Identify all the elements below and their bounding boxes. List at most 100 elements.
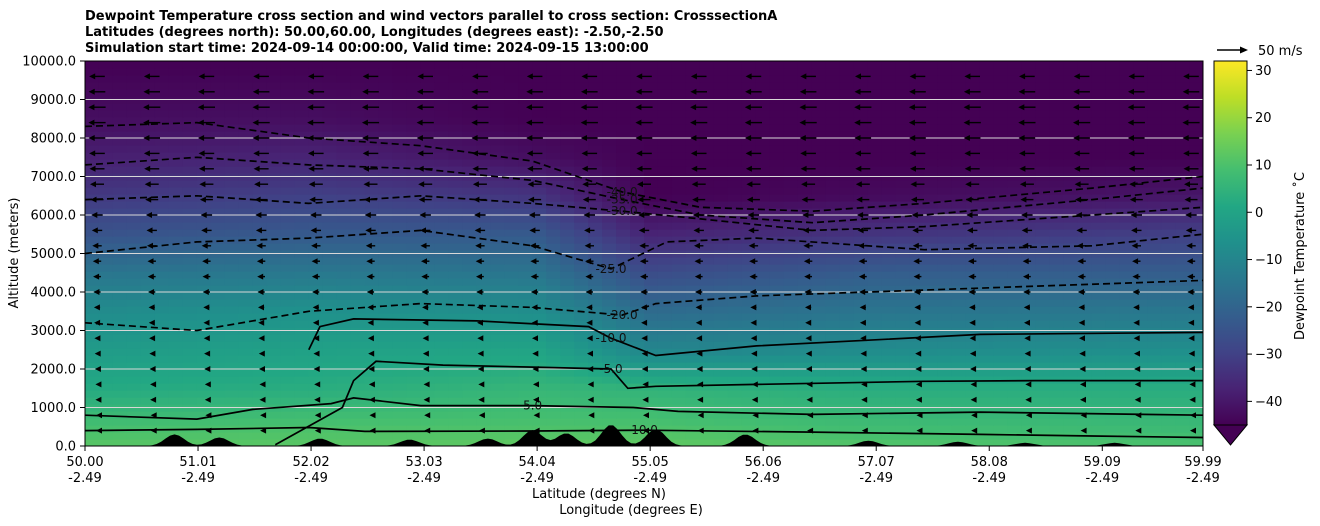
dewpoint-cell xyxy=(280,390,296,398)
dewpoint-cell xyxy=(867,348,883,356)
dewpoint-cell xyxy=(713,215,729,223)
dewpoint-cell xyxy=(671,299,687,307)
dewpoint-cell xyxy=(895,362,911,370)
dewpoint-cell xyxy=(308,236,324,244)
dewpoint-cell xyxy=(657,229,673,237)
dewpoint-cell xyxy=(182,159,198,167)
dewpoint-cell xyxy=(811,124,827,132)
dewpoint-cell xyxy=(308,292,324,300)
dewpoint-cell xyxy=(881,439,897,446)
dewpoint-cell xyxy=(574,355,589,363)
dewpoint-cell xyxy=(378,215,394,223)
dewpoint-cell xyxy=(238,243,254,251)
dewpoint-cell xyxy=(853,187,869,195)
dewpoint-cell xyxy=(713,103,729,111)
wind-vector-head xyxy=(478,396,485,403)
dewpoint-cell xyxy=(126,341,142,349)
wind-vector-head xyxy=(423,381,430,388)
dewpoint-cell xyxy=(406,348,421,356)
dewpoint-cell xyxy=(644,397,659,405)
dewpoint-cell xyxy=(476,145,491,153)
dewpoint-cell xyxy=(336,222,352,230)
dewpoint-cell xyxy=(867,285,883,293)
dewpoint-cell xyxy=(336,152,352,160)
wind-vector-head xyxy=(257,289,264,295)
dewpoint-cell xyxy=(364,439,380,446)
dewpoint-cell xyxy=(1105,103,1120,111)
dewpoint-cell xyxy=(560,187,575,195)
dewpoint-cell xyxy=(462,390,477,398)
dewpoint-cell xyxy=(140,341,156,349)
dewpoint-cell xyxy=(588,341,603,349)
dewpoint-cell xyxy=(1091,82,1106,90)
dewpoint-cell xyxy=(560,320,575,328)
dewpoint-cell xyxy=(504,208,519,216)
dewpoint-cell xyxy=(462,292,477,300)
dewpoint-cell xyxy=(1077,75,1092,83)
dewpoint-cell xyxy=(1077,208,1092,216)
dewpoint-cell xyxy=(224,152,240,160)
dewpoint-cell xyxy=(1049,369,1064,377)
dewpoint-cell xyxy=(1175,110,1190,118)
dewpoint-cell xyxy=(923,383,939,391)
dewpoint-cell xyxy=(657,425,673,433)
dewpoint-cell xyxy=(1063,82,1078,90)
dewpoint-cell xyxy=(1147,166,1162,174)
dewpoint-cell xyxy=(881,355,897,363)
wind-vector-head xyxy=(1187,304,1194,311)
dewpoint-cell xyxy=(406,159,421,167)
dewpoint-cell xyxy=(825,208,841,216)
dewpoint-cell xyxy=(867,432,883,440)
dewpoint-cell xyxy=(546,334,561,342)
dewpoint-cell xyxy=(797,75,813,83)
dewpoint-cell xyxy=(140,411,156,419)
dewpoint-cell xyxy=(1007,89,1022,97)
wind-vector-head xyxy=(203,335,210,342)
dewpoint-cell xyxy=(1147,257,1162,265)
dewpoint-cell xyxy=(825,369,841,377)
dewpoint-cell xyxy=(699,418,715,426)
dewpoint-cell xyxy=(727,369,743,377)
wind-vector-head xyxy=(421,289,428,295)
dewpoint-cell xyxy=(350,355,366,363)
dewpoint-cell xyxy=(406,124,421,132)
dewpoint-cell xyxy=(490,376,505,384)
dewpoint-cell xyxy=(168,383,184,391)
dewpoint-cell xyxy=(1091,208,1106,216)
dewpoint-cell xyxy=(699,117,715,125)
dewpoint-cell xyxy=(140,257,156,265)
dewpoint-cell xyxy=(616,411,631,419)
dewpoint-cell xyxy=(616,383,631,391)
dewpoint-cell xyxy=(168,257,184,265)
dewpoint-cell xyxy=(644,187,659,195)
dewpoint-cell xyxy=(224,68,240,76)
dewpoint-cell xyxy=(1175,236,1190,244)
dewpoint-cell xyxy=(224,418,240,426)
dewpoint-cell xyxy=(755,411,771,419)
dewpoint-cell xyxy=(588,229,603,237)
dewpoint-cell xyxy=(546,103,561,111)
dewpoint-cell xyxy=(126,369,142,377)
dewpoint-cell xyxy=(1119,89,1134,97)
dewpoint-cell xyxy=(895,425,911,433)
dewpoint-cell xyxy=(1175,166,1190,174)
dewpoint-cell xyxy=(1189,110,1203,118)
dewpoint-cell xyxy=(937,264,953,272)
dewpoint-cell xyxy=(853,299,869,307)
dewpoint-cell xyxy=(1133,243,1148,251)
dewpoint-cell xyxy=(1105,299,1120,307)
dewpoint-cell xyxy=(1035,306,1050,314)
dewpoint-cell xyxy=(406,432,421,440)
dewpoint-cell xyxy=(85,187,100,195)
dewpoint-cell xyxy=(755,75,771,83)
dewpoint-cell xyxy=(462,369,477,377)
dewpoint-cell xyxy=(98,355,114,363)
dewpoint-cell xyxy=(560,61,575,69)
dewpoint-cell xyxy=(308,383,324,391)
dewpoint-cell xyxy=(699,306,715,314)
dewpoint-cell xyxy=(867,418,883,426)
dewpoint-cell xyxy=(616,243,631,251)
dewpoint-cell xyxy=(1063,110,1078,118)
dewpoint-cell xyxy=(923,432,939,440)
dewpoint-cell xyxy=(755,124,771,132)
